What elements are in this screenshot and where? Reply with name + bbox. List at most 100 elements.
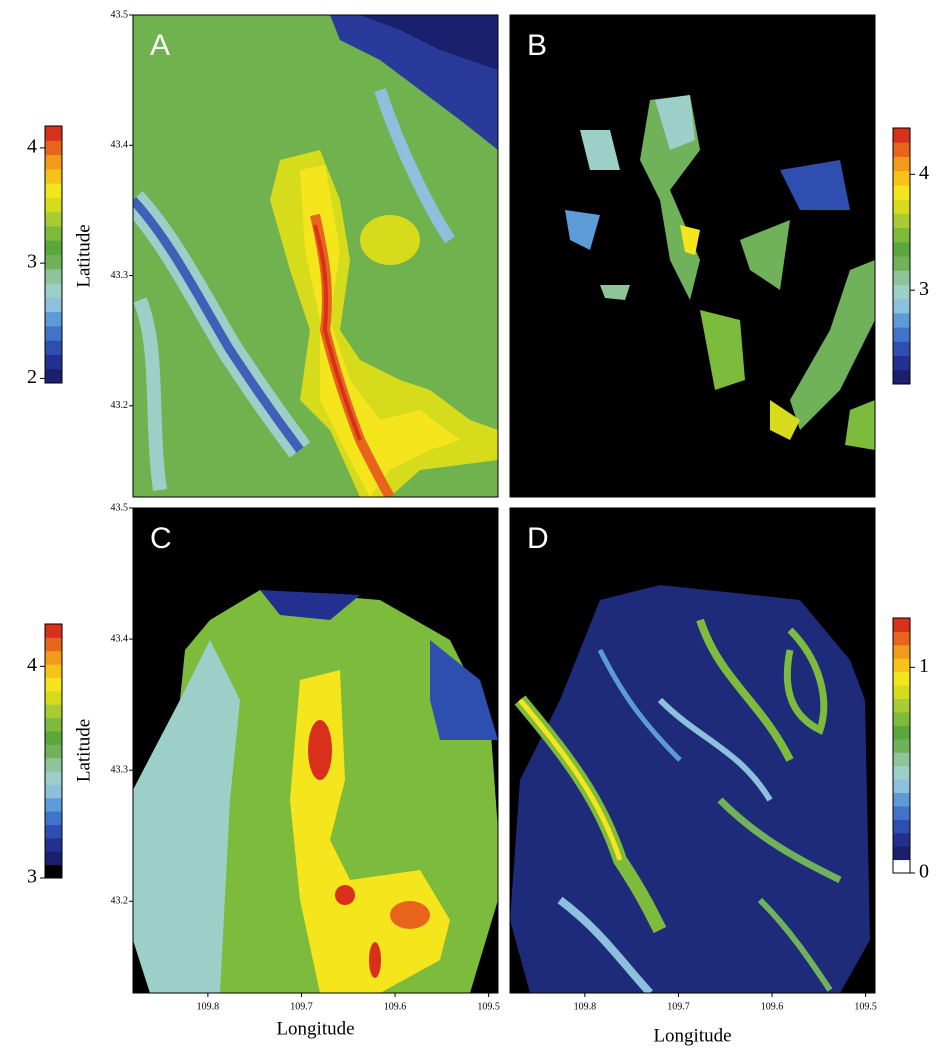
panel-letter: D [527, 522, 549, 555]
colorbar-segment [45, 865, 62, 879]
x-tick-label: 109.8 [574, 1001, 597, 1012]
colorbar-segment [45, 226, 62, 241]
x-tick-label: 109.8 [197, 1001, 220, 1012]
colorbar-segment [893, 242, 910, 257]
x-axis-label: Longitude [276, 1018, 354, 1039]
colorbar-segment [893, 779, 910, 793]
colorbar-tick-label: 4 [27, 654, 37, 676]
colorbar-segment [45, 169, 62, 184]
y-tick-label: 43.5 [111, 9, 129, 20]
colorbar-segment [893, 860, 910, 874]
colorbar-segment [45, 212, 62, 227]
x-axis-label: Longitude [653, 1025, 731, 1046]
colorbar-segment [45, 140, 62, 155]
colorbar-segment [45, 704, 62, 718]
colorbar-segment [893, 806, 910, 820]
colorbar-segment [893, 128, 910, 143]
colorbar-segment [45, 197, 62, 212]
colorbar-segment [893, 299, 910, 314]
colorbar-segment [893, 313, 910, 328]
colorbar-segment [45, 637, 62, 651]
x-tick-label: 109.7 [290, 1001, 313, 1012]
x-tick-label: 109.6 [384, 1001, 407, 1012]
colorbar-segment [893, 185, 910, 200]
colorbar-segment [893, 356, 910, 371]
colorbar-tick-label: 3 [27, 866, 37, 888]
panel-letter: A [150, 29, 170, 62]
colorbar-segment [893, 631, 910, 645]
colorbar-segment [893, 752, 910, 766]
colorbar-segment [45, 838, 62, 852]
colorbar-tick-label: 4 [919, 162, 929, 184]
x-tick-label: 109.6 [761, 1001, 784, 1012]
colorbar-tick-label: 0 [919, 861, 929, 883]
colorbar-segment [45, 718, 62, 732]
colorbar-segment [893, 792, 910, 806]
colorbar-tick-label: 3 [919, 278, 929, 300]
elevation-image [133, 508, 498, 993]
figure: A43.543.443.343.2Latitude234B34C43.543.4… [0, 0, 951, 1048]
elevation-image [510, 15, 875, 497]
colorbar-segment [45, 758, 62, 772]
colorbar-segment [893, 833, 910, 847]
colorbar-segment [893, 270, 910, 285]
x-tick-label: 109.5 [854, 1001, 877, 1012]
y-tick-label: 43.4 [111, 633, 129, 644]
colorbar-segment [45, 744, 62, 758]
elevation-image [133, 15, 498, 497]
colorbar-segment [45, 126, 62, 141]
colorbar-segment [893, 712, 910, 726]
y-tick-label: 43.3 [111, 764, 129, 775]
colorbar-segment [45, 851, 62, 865]
y-tick-label: 43.2 [111, 400, 129, 411]
y-tick-label: 43.4 [111, 140, 129, 151]
colorbar-segment [45, 240, 62, 255]
colorbar-segment [893, 658, 910, 672]
colorbar-segment [893, 725, 910, 739]
y-axis-label: Latitude [73, 719, 94, 782]
colorbar-segment [45, 664, 62, 678]
colorbar-segment [893, 846, 910, 860]
colorbar-segment [45, 269, 62, 284]
colorbar-segment [45, 798, 62, 812]
colorbar-tick-label: 4 [27, 135, 37, 157]
colorbar-tick-label: 2 [27, 366, 37, 388]
colorbar-segment [45, 811, 62, 825]
colorbar-segment [893, 142, 910, 157]
colorbar-segment [45, 340, 62, 355]
colorbar-segment [893, 327, 910, 342]
colorbar-segment [45, 731, 62, 745]
colorbar-segment [893, 156, 910, 171]
colorbar-segment [893, 685, 910, 699]
colorbar-segment [893, 228, 910, 243]
colorbar-segment [45, 297, 62, 312]
colorbar-segment [893, 284, 910, 299]
colorbar-segment [45, 677, 62, 691]
colorbar-segment [45, 369, 62, 384]
colorbar-segment [45, 255, 62, 270]
colorbar-segment [45, 354, 62, 369]
colorbar-segment [893, 672, 910, 686]
colorbar-segment [893, 171, 910, 186]
colorbar-segment [893, 199, 910, 214]
colorbar-segment [45, 771, 62, 785]
y-tick-label: 43.2 [111, 896, 129, 907]
colorbar-segment [45, 155, 62, 170]
colorbar-segment [45, 651, 62, 665]
y-axis-label: Latitude [73, 224, 94, 287]
colorbar-segment [45, 183, 62, 198]
colorbar-tick-label: 1 [919, 655, 929, 677]
colorbar-segment [893, 645, 910, 659]
colorbar-segment [893, 819, 910, 833]
y-tick-label: 43.3 [111, 270, 129, 281]
colorbar-segment [893, 256, 910, 271]
colorbar-segment [893, 341, 910, 356]
x-tick-label: 109.7 [667, 1001, 690, 1012]
panel-letter: B [527, 29, 547, 62]
colorbar-segment [45, 312, 62, 327]
colorbar-segment [893, 699, 910, 713]
colorbar-segment [45, 283, 62, 298]
colorbar-segment [893, 370, 910, 385]
colorbar-segment [45, 691, 62, 705]
slope-image [510, 508, 875, 993]
